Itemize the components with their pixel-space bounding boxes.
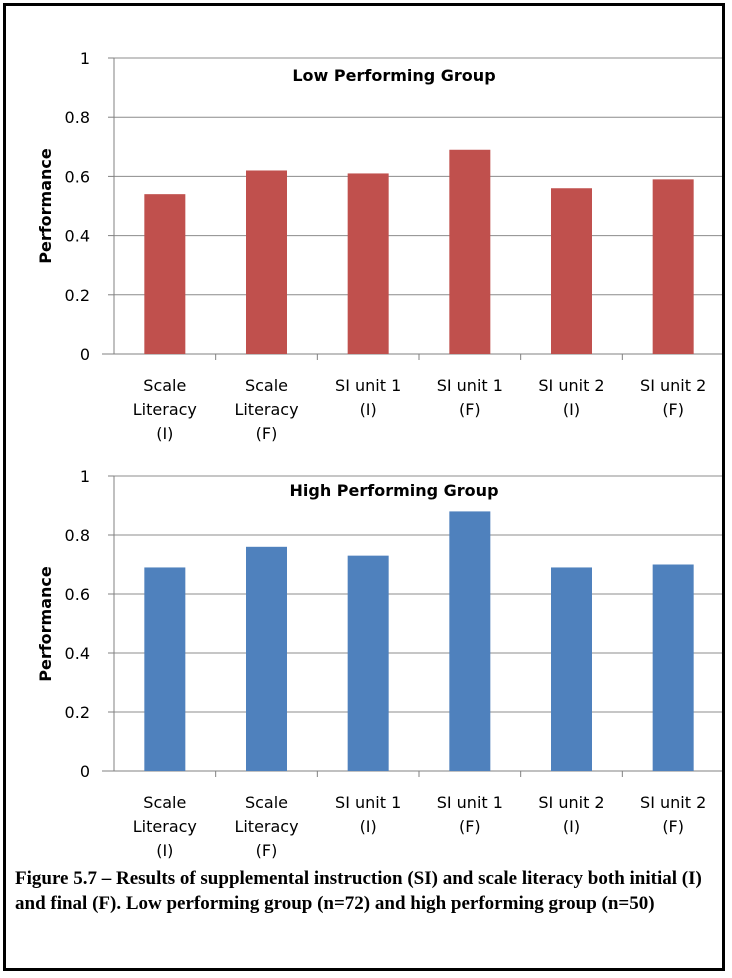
bar [551, 188, 592, 354]
x-tick-label: SI unit 2 (F) [640, 793, 706, 836]
bar [449, 149, 491, 354]
bar [246, 546, 287, 771]
chart-high-performing-group: 0 0.2 0.4 0.6 0.8 1 Scale Literacy (I) Scale Liter… [36, 467, 722, 860]
x-tick-label: Scale Literacy (F) [234, 793, 298, 860]
bar [449, 511, 491, 771]
y-tick-label: 0.6 [65, 585, 90, 604]
x-tick-label: Scale Literacy (F) [234, 376, 298, 443]
x-tick-label: SI unit 2 (I) [538, 793, 604, 836]
chart-title: High Performing Group [289, 481, 498, 500]
y-tick-label: 0.4 [65, 227, 90, 246]
y-tick-label: 0.2 [65, 286, 90, 305]
x-tick-label: SI unit 1 (F) [437, 793, 503, 836]
x-tick-label: Scale Literacy (I) [133, 793, 197, 860]
chart-low-performing-group: 0 0.2 0.4 0.6 0.8 1 Scale Literacy (I) Scale Liter… [36, 49, 722, 443]
bar [347, 173, 389, 354]
y-tick-label: 0 [80, 762, 90, 781]
figure-caption: Figure 5.7 – Results of supplemental ins… [15, 868, 702, 914]
x-tick-label: SI unit 1 (I) [335, 376, 401, 419]
y-tick-label: 0 [80, 345, 90, 364]
bar [551, 567, 592, 771]
y-tick-label: 0.6 [65, 167, 90, 186]
y-tick-label: 1 [80, 467, 90, 486]
x-tick-label: SI unit 2 (I) [538, 376, 604, 419]
chart-title: Low Performing Group [292, 66, 495, 85]
x-tick-label: Scale Literacy (I) [133, 376, 197, 443]
bar [246, 170, 287, 354]
x-tick-label: SI unit 1 (F) [437, 376, 503, 419]
y-tick-label: 0.2 [65, 703, 90, 722]
bar [144, 567, 186, 771]
x-tick-label: SI unit 2 (F) [640, 376, 706, 419]
y-tick-label: 0.4 [65, 644, 90, 663]
bar [144, 194, 186, 354]
y-axis-label: Performance [36, 148, 55, 264]
figure-frame: 0 0.2 0.4 0.6 0.8 1 Scale Literacy (I) Scale Liter… [3, 3, 725, 971]
x-tick-label: SI unit 1 (I) [335, 793, 401, 836]
y-tick-label: 1 [80, 49, 90, 68]
y-tick-label: 0.8 [65, 526, 90, 545]
bar [347, 555, 389, 771]
y-tick-label: 0.8 [65, 108, 90, 127]
y-axis-label: Performance [36, 566, 55, 682]
bar [652, 179, 694, 354]
bar [652, 564, 694, 771]
